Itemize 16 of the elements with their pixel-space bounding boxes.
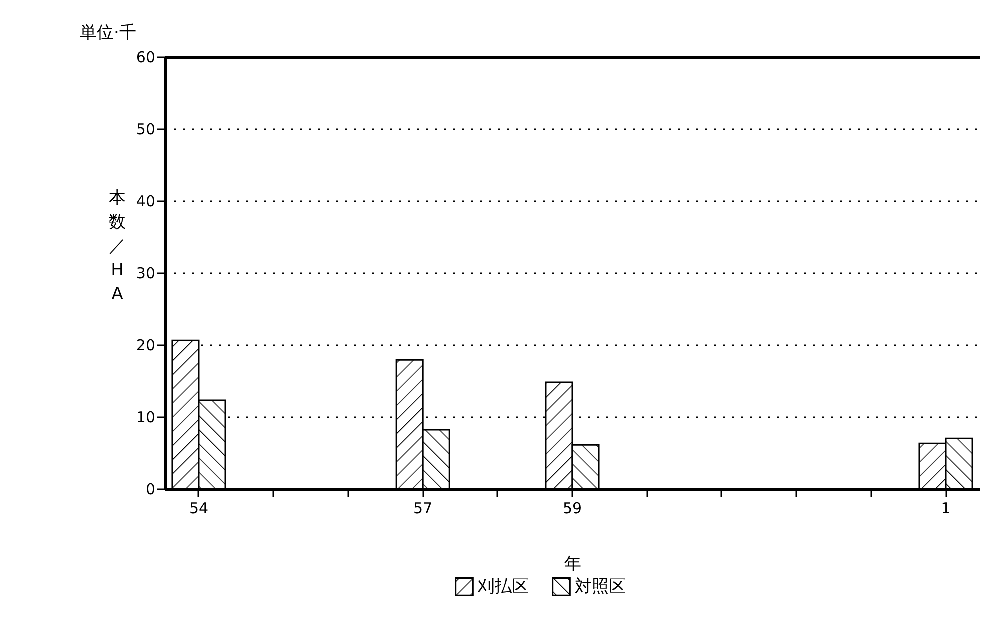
legend-label: 対照区 <box>575 576 626 597</box>
x-tick-label: 57 <box>414 500 433 518</box>
y-tick-label: 10 <box>136 408 156 426</box>
x-tick-label: 59 <box>562 500 582 518</box>
y-axis-title: 本数／HA <box>109 188 126 304</box>
x-axis-title: 年 <box>564 554 582 574</box>
y-tick-label: 30 <box>136 264 156 282</box>
y-tick-label: 0 <box>146 480 156 498</box>
text: 単位·千 <box>80 23 136 43</box>
y-tick-label: 50 <box>136 120 156 138</box>
y-tick-label: 20 <box>136 336 156 354</box>
y-tick-label: 60 <box>136 48 156 66</box>
y-tick-label: 40 <box>136 192 156 210</box>
x-tick-label: 1 <box>941 500 951 518</box>
x-tick-label: 54 <box>189 500 209 518</box>
legend-label: 刈払区 <box>477 576 529 597</box>
